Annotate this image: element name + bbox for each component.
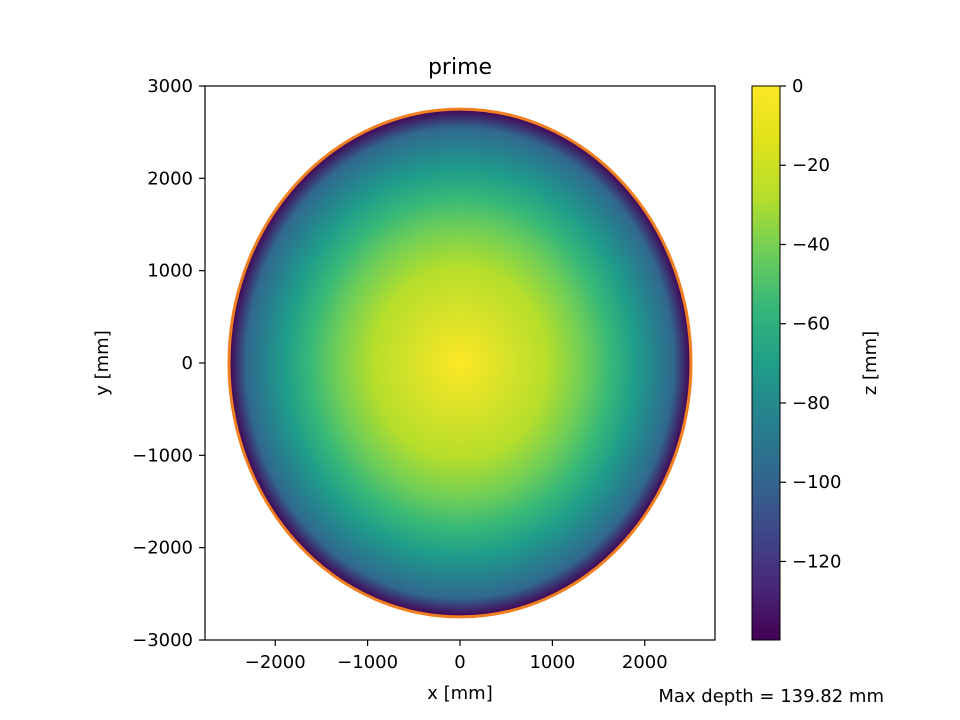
x-tick-label: −1000 [337, 652, 398, 673]
x-tick-label: 1000 [529, 652, 575, 673]
y-tick-label: 0 [182, 353, 193, 374]
colorbar: 0 −20 −40 −60 −80 −100 −120 z [mm] [751, 76, 881, 641]
y-tick-label: −2000 [132, 538, 193, 559]
y-tick-label: −1000 [132, 445, 193, 466]
colorbar-tick-label: −40 [792, 234, 830, 255]
colorbar-gradient-bar [751, 85, 781, 641]
colorbar-tick-label: −60 [792, 314, 830, 335]
colorbar-tick-label: −120 [792, 551, 841, 572]
surface-heatmap [229, 109, 691, 617]
colorbar-label: z [mm] [860, 331, 881, 395]
max-depth-note: Max depth = 139.82 mm [658, 686, 884, 707]
y-tick-label: 2000 [147, 168, 193, 189]
chart-title: prime [428, 55, 492, 80]
y-tick-label: 1000 [147, 261, 193, 282]
colorbar-tick-label: 0 [792, 76, 803, 97]
x-axis: −2000 −1000 0 1000 2000 [245, 640, 668, 673]
colorbar-tick-label: −80 [792, 393, 830, 414]
y-axis-label: y [mm] [92, 330, 113, 396]
surface-outline [227, 107, 693, 619]
colorbar-tick-label: −20 [792, 155, 830, 176]
y-axis: 3000 2000 1000 0 −1000 −2000 −3000 [132, 76, 205, 651]
x-tick-label: −2000 [245, 652, 306, 673]
plot-area [204, 85, 716, 641]
y-tick-label: 3000 [147, 76, 193, 97]
colorbar-ticks: 0 −20 −40 −60 −80 −100 −120 [780, 76, 841, 572]
x-tick-label: 0 [454, 652, 465, 673]
y-tick-label: −3000 [132, 630, 193, 651]
colorbar-tick-label: −100 [792, 472, 841, 493]
x-tick-label: 2000 [622, 652, 668, 673]
x-axis-label: x [mm] [427, 683, 493, 704]
